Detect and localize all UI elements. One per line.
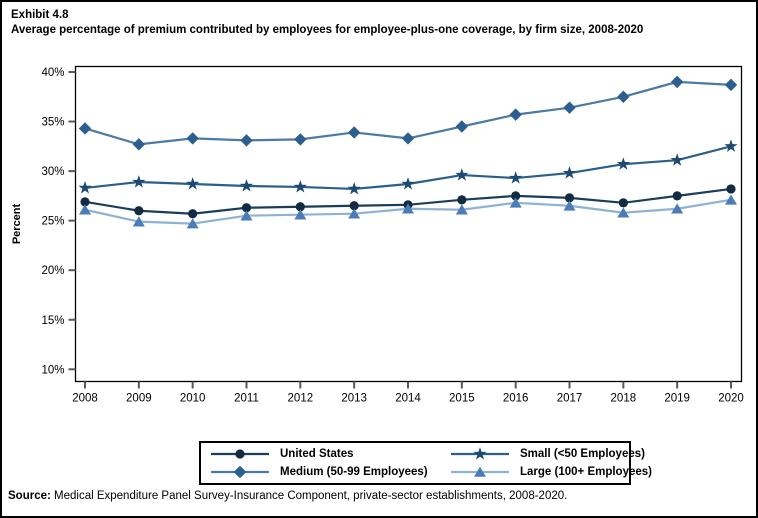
x-axis-tick-label: 2009 [126,393,152,405]
legend-item-1: Medium (50-99 Employees) [209,464,449,480]
legend-marker-diamond-icon [211,465,269,479]
legend-item-0: United States [209,446,449,462]
data-point-triangle [402,203,414,214]
exhibit-label: Exhibit 4.8 [11,9,69,21]
y-axis-tick-label: 40% [41,67,64,79]
y-axis-tick-label: 20% [41,265,64,277]
y-axis-tick-label: 10% [41,364,64,376]
legend-label: United States [280,448,354,460]
chart-header: Exhibit 4.8 Average percentage of premiu… [11,8,701,38]
data-point-star [186,177,200,190]
data-point-diamond [724,78,738,92]
x-axis-tick-label: 2013 [341,393,367,405]
legend-marker-star-icon [451,447,509,460]
data-point-triangle [348,208,361,219]
x-axis-tick-label: 2011 [234,393,259,405]
y-axis-tick-label: 35% [41,117,64,129]
data-point-diamond [294,133,307,146]
x-axis-tick-label: 2015 [449,393,475,405]
data-point-triangle [617,207,630,218]
data-point-star [670,153,684,166]
data-point-triangle [132,216,145,227]
source-text: Medical Expenditure Panel Survey-Insuran… [50,490,568,502]
x-axis-tick-label: 2010 [180,393,206,405]
x-axis-tick-label: 2008 [72,393,98,405]
legend-label: Large (100+ Employees) [520,466,652,478]
data-point-diamond [186,132,199,145]
data-point-circle [295,202,305,212]
data-point-star [132,175,146,188]
data-point-circle [618,198,628,208]
data-point-diamond [78,122,92,135]
data-point-circle [188,209,198,219]
data-point-circle [80,197,90,207]
legend-marker-circle-icon [211,449,269,459]
y-axis-tick-label: 15% [41,315,64,327]
data-point-triangle [509,197,522,208]
data-point-circle [241,203,252,213]
source-label: Source: [8,490,51,502]
y-axis-title: Percent [11,203,23,244]
legend-marker-triangle-icon [451,466,509,477]
legend-item-2: Small (<50 Employees) [449,446,652,462]
data-point-star [724,139,738,152]
data-point-circle [349,201,359,211]
x-axis-tick-label: 2018 [611,393,637,405]
data-point-diamond [617,90,630,103]
y-axis-tick-label: 25% [41,216,64,228]
data-point-circle [564,193,575,203]
data-point-star [616,157,630,170]
data-point-triangle [455,204,468,215]
y-axis-tick-label: 30% [41,166,64,178]
data-point-star [293,180,307,193]
data-point-triangle [79,204,91,215]
line-chart: 10% 15% 20% 25% 30% 35% 40% 2008 2009 2010 2011 201… [11,65,744,405]
data-point-circle [457,195,467,205]
data-point-triangle [563,200,576,211]
data-point-diamond [401,132,415,145]
x-axis-tick-label: 2012 [288,393,314,405]
data-point-circle [726,184,736,194]
data-point-circle [134,206,144,216]
chart-title: Average percentage of premium contribute… [11,24,644,36]
data-point-star [78,181,92,194]
x-axis-tick-label: 2014 [395,393,421,405]
x-axis-tick-label: 2016 [503,393,529,405]
data-point-circle [672,191,682,201]
chart-legend: United States Medium (50-99 Employees) Sma… [199,441,652,485]
data-point-circle [511,191,521,201]
x-axis-tick-label: 2017 [557,393,583,405]
source-note: Source: Medical Expenditure Panel Survey… [8,490,567,502]
data-point-triangle [671,203,684,214]
data-point-diamond [132,138,146,151]
data-point-star [455,168,469,181]
data-point-diamond [509,108,522,121]
data-point-diamond [240,134,253,147]
data-point-triangle [186,218,199,229]
x-axis-tick-label: 2020 [718,393,744,405]
data-point-star [401,177,415,190]
legend-label: Medium (50-99 Employees) [280,466,428,478]
data-point-triangle [294,209,307,220]
data-point-star [509,171,523,184]
data-point-star [562,166,577,179]
data-point-star [347,182,361,195]
legend-item-3: Large (100+ Employees) [449,464,652,480]
legend-label: Small (<50 Employees) [520,448,645,460]
data-point-star [239,179,254,192]
data-point-diamond [455,120,469,133]
data-point-diamond [347,126,361,139]
x-axis-tick-label: 2019 [664,393,690,405]
data-point-diamond [670,75,684,89]
data-point-triangle [725,194,737,205]
data-point-diamond [563,101,576,114]
data-point-triangle [240,210,253,221]
